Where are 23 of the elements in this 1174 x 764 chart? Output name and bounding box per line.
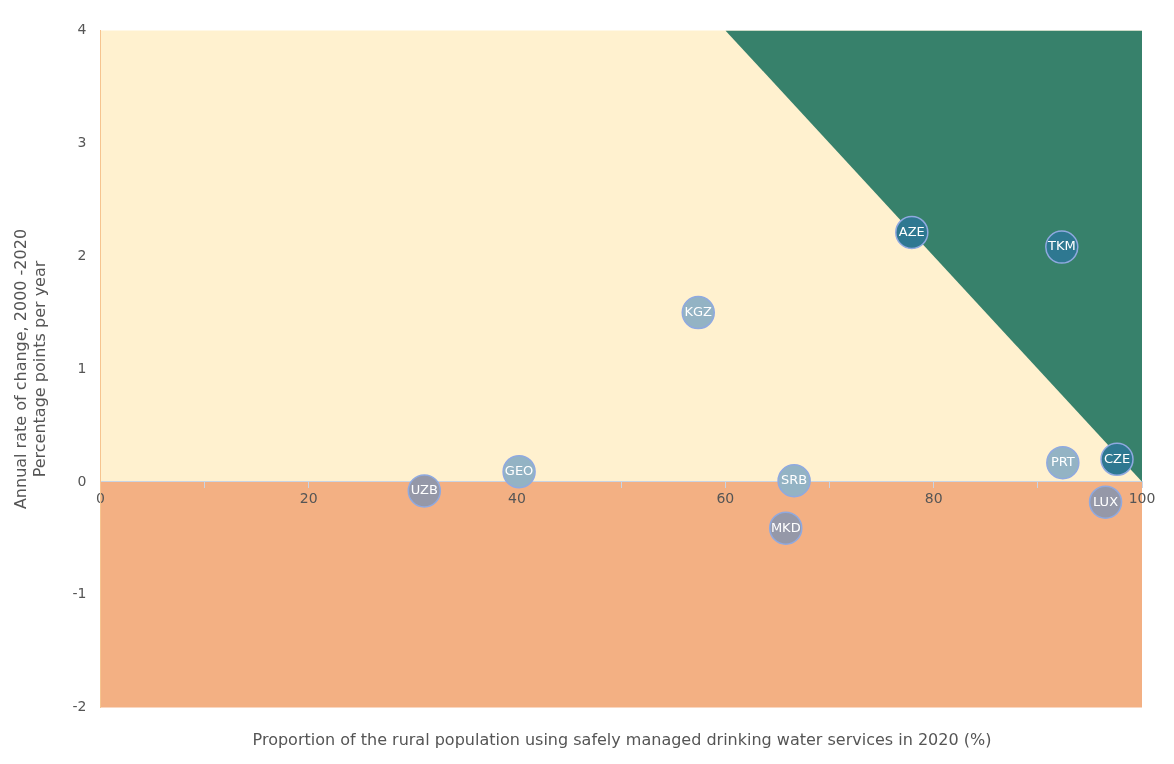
x-axis-title: Proportion of the rural population using safely managed drinking water services in 2020 (%) <box>251 730 993 749</box>
y-tick-label: -2 <box>72 698 87 715</box>
x-tick-label: 20 <box>299 489 318 506</box>
x-tick-label: 80 <box>924 489 943 506</box>
annotation: PRT <box>1050 454 1075 470</box>
annotation: TKM <box>1046 238 1076 254</box>
annotation: LUX <box>1093 493 1119 509</box>
annotation: GEO <box>504 463 534 479</box>
annotation: CZE <box>1103 450 1131 466</box>
x-tick-label: 40 <box>508 489 526 506</box>
annotation: UZB <box>410 482 438 498</box>
y-tick-label: 2 <box>77 246 87 263</box>
y-tick-label: 0 <box>77 472 87 489</box>
annotation: AZE <box>898 223 925 239</box>
annotation: MKD <box>770 519 801 535</box>
x-tick-label: 60 <box>716 489 735 506</box>
y-tick-label: -1 <box>72 585 87 602</box>
y-tick-label: 3 <box>77 133 87 150</box>
y-tick-label: 4 <box>77 21 87 38</box>
y-tick-label: 1 <box>77 359 87 376</box>
y-axis-title: Annual rate of change, 2000 -2020 Percentage points per year <box>10 228 49 510</box>
annotation: SRB <box>780 472 808 488</box>
annotation: KGZ <box>684 303 713 319</box>
